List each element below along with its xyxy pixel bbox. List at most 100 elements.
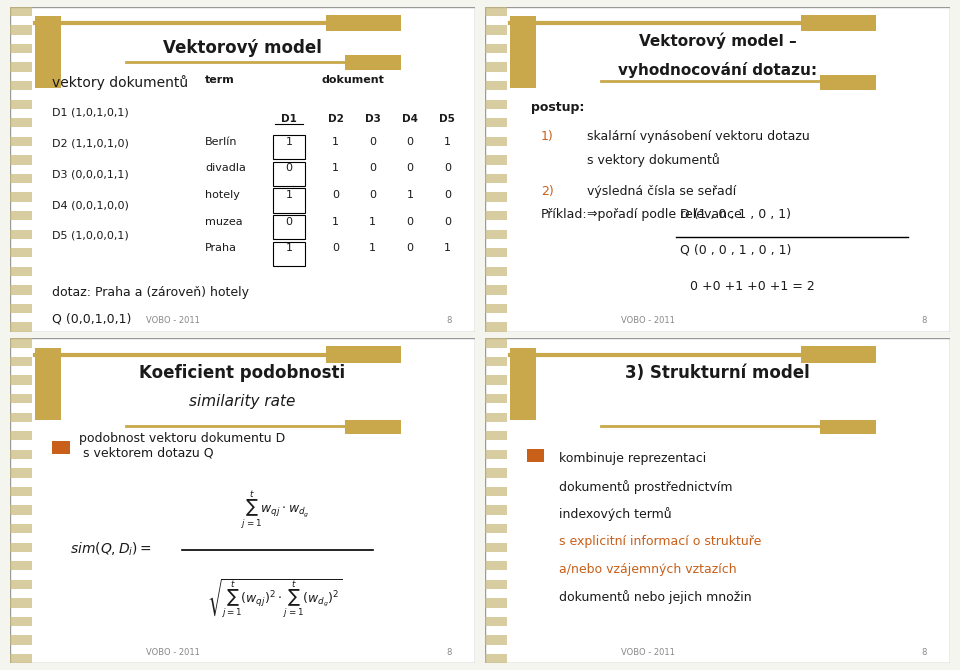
Bar <box>10 357 32 366</box>
Bar <box>485 505 507 515</box>
Bar <box>36 348 60 419</box>
Bar <box>10 211 32 220</box>
Text: 8: 8 <box>922 316 927 325</box>
Bar <box>10 7 32 16</box>
Bar <box>10 450 32 459</box>
Bar <box>345 419 400 434</box>
Text: 0: 0 <box>285 163 293 174</box>
Text: 3) Strukturní model: 3) Strukturní model <box>625 364 810 383</box>
Text: D5: D5 <box>440 114 455 124</box>
Text: 0: 0 <box>370 190 376 200</box>
Text: divadla: divadla <box>205 163 246 174</box>
Bar <box>10 543 32 552</box>
Text: 0: 0 <box>406 243 414 253</box>
Bar <box>485 322 507 332</box>
Bar <box>10 580 32 589</box>
Bar <box>802 15 876 31</box>
Bar <box>273 135 305 159</box>
Bar <box>10 338 32 348</box>
Bar <box>820 75 876 90</box>
Bar <box>10 155 32 165</box>
Text: 1: 1 <box>370 216 376 226</box>
Text: 0: 0 <box>332 190 339 200</box>
Bar <box>485 598 507 608</box>
Text: 0: 0 <box>332 243 339 253</box>
Bar <box>485 230 507 239</box>
Text: D5 (1,0,0,0,1): D5 (1,0,0,0,1) <box>52 231 129 241</box>
Text: 0: 0 <box>444 163 451 174</box>
Bar <box>802 346 876 362</box>
Bar <box>10 174 32 183</box>
Bar <box>511 17 536 88</box>
Text: D4 (0,0,1,0,0): D4 (0,0,1,0,0) <box>52 200 129 210</box>
Bar <box>485 137 507 146</box>
Bar <box>10 635 32 645</box>
Text: 1: 1 <box>332 216 339 226</box>
Text: 1: 1 <box>285 137 293 147</box>
Bar <box>485 580 507 589</box>
Text: 0 +0 +1 +0 +1 = 2: 0 +0 +1 +0 +1 = 2 <box>689 279 814 293</box>
Bar <box>485 487 507 496</box>
Text: $\sqrt{\sum_{j=1}^{t}(w_{qj})^2 \cdot \sum_{j=1}^{t}(w_{d_g})^2}$: $\sqrt{\sum_{j=1}^{t}(w_{qj})^2 \cdot \s… <box>207 577 343 620</box>
Text: VOBO - 2011: VOBO - 2011 <box>146 648 200 657</box>
Bar <box>326 346 400 362</box>
Text: Vektorový model –: Vektorový model – <box>638 33 797 49</box>
Text: 8: 8 <box>446 648 452 657</box>
Bar <box>10 617 32 626</box>
Bar <box>485 7 507 16</box>
Bar <box>820 419 876 434</box>
Bar <box>10 118 32 127</box>
Bar <box>10 561 32 570</box>
Bar <box>485 100 507 109</box>
Text: D4: D4 <box>402 114 418 124</box>
Bar <box>485 192 507 202</box>
Bar <box>10 192 32 202</box>
Text: $sim(Q, D_i) =$: $sim(Q, D_i) =$ <box>70 541 153 558</box>
Text: 1: 1 <box>285 190 293 200</box>
Text: výsledná čísla se seřadí: výsledná čísla se seřadí <box>588 186 736 198</box>
Bar <box>485 118 507 127</box>
Text: 1): 1) <box>540 130 553 143</box>
Bar <box>10 230 32 239</box>
Text: 0: 0 <box>406 137 414 147</box>
Bar <box>10 431 32 440</box>
Bar <box>10 62 32 72</box>
Bar <box>273 188 305 212</box>
Text: Q (0,0,1,0,1): Q (0,0,1,0,1) <box>52 312 131 325</box>
Text: D2 (1,1,0,1,0): D2 (1,1,0,1,0) <box>52 138 129 148</box>
Bar <box>10 81 32 90</box>
Bar <box>10 394 32 403</box>
Bar <box>10 285 32 295</box>
Text: term: term <box>205 75 235 85</box>
Bar <box>10 25 32 35</box>
Bar <box>485 285 507 295</box>
Bar <box>273 242 305 266</box>
Bar <box>485 450 507 459</box>
Bar <box>10 654 32 663</box>
Bar <box>485 267 507 276</box>
Bar <box>485 394 507 403</box>
Text: Q (0 , 0 , 1 , 0 , 1): Q (0 , 0 , 1 , 0 , 1) <box>681 244 792 257</box>
Text: hotely: hotely <box>205 190 240 200</box>
Bar <box>485 468 507 478</box>
Text: 1: 1 <box>332 137 339 147</box>
Text: indexových termů: indexových termů <box>560 507 672 521</box>
Text: 8: 8 <box>922 648 927 657</box>
Bar <box>10 524 32 533</box>
Bar <box>10 468 32 478</box>
Text: D2: D2 <box>327 114 344 124</box>
Text: 0: 0 <box>406 216 414 226</box>
Bar <box>485 304 507 313</box>
Text: dokumentů prostřednictvím: dokumentů prostřednictvím <box>560 480 732 494</box>
Text: VOBO - 2011: VOBO - 2011 <box>621 316 675 325</box>
Bar <box>273 161 305 186</box>
Text: 0: 0 <box>370 163 376 174</box>
Text: Příklad:: Příklad: <box>540 208 588 221</box>
Text: s explicitní informací o struktuře: s explicitní informací o struktuře <box>560 535 761 548</box>
Text: 1: 1 <box>444 137 451 147</box>
Bar <box>485 211 507 220</box>
Text: podobnost vektoru dokumentu D
 s vektorem dotazu Q: podobnost vektoru dokumentu D s vektorem… <box>80 431 286 460</box>
Text: ⇒pořadí podle relevance: ⇒pořadí podle relevance <box>588 208 742 221</box>
Bar <box>485 248 507 257</box>
Text: 1: 1 <box>444 243 451 253</box>
